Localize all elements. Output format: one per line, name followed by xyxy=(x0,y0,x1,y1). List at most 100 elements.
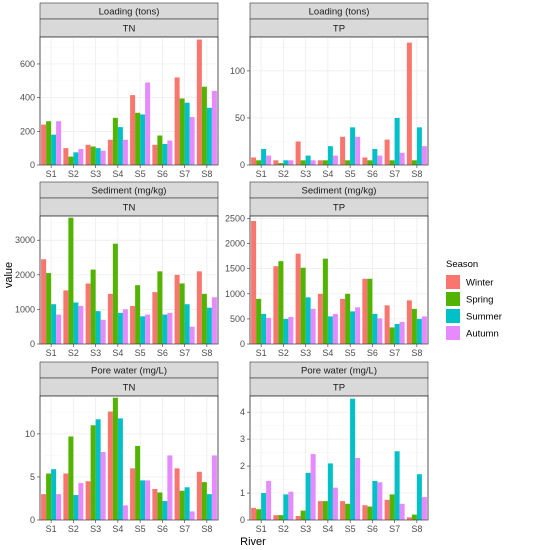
bar-winter xyxy=(406,42,412,165)
x-tick-label: S3 xyxy=(90,169,101,179)
x-tick-label: S8 xyxy=(201,169,212,179)
strip-row-label: Pore water (mg/L) xyxy=(301,366,377,377)
panel-background xyxy=(249,36,429,166)
bar-winter xyxy=(362,505,368,520)
bar-autumn xyxy=(78,149,84,165)
panel-border xyxy=(39,395,219,521)
y-tick-label: 1000 xyxy=(225,289,245,299)
bar-summer xyxy=(416,318,422,344)
bar-winter xyxy=(196,39,202,165)
y-tick-label: 0 xyxy=(30,160,35,170)
x-tick-label: S5 xyxy=(345,348,356,358)
bar-spring xyxy=(179,490,185,520)
bar-autumn xyxy=(122,309,128,344)
x-tick-label: S7 xyxy=(179,169,190,179)
bar-autumn xyxy=(266,155,272,165)
x-tick-label: S8 xyxy=(411,169,422,179)
bar-autumn xyxy=(310,160,316,165)
x-tick-label: S3 xyxy=(90,348,101,358)
y-tick-label: 0 xyxy=(30,515,35,525)
bar-spring xyxy=(389,494,395,520)
bar-summer xyxy=(305,472,311,520)
bar-autumn xyxy=(288,160,294,165)
bar-spring xyxy=(157,492,163,520)
bar-summer xyxy=(117,127,123,165)
bar-spring xyxy=(68,217,74,344)
bar-spring xyxy=(112,397,118,520)
bar-summer xyxy=(372,480,378,520)
bar-summer xyxy=(416,474,422,520)
bar-spring xyxy=(367,278,373,344)
bar-autumn xyxy=(145,314,151,344)
bar-autumn xyxy=(377,155,383,165)
x-tick-label: S1 xyxy=(256,348,267,358)
bar-winter xyxy=(107,411,113,520)
bar-summer xyxy=(261,493,267,520)
x-tick-label: S3 xyxy=(300,348,311,358)
x-tick-label: S1 xyxy=(46,169,57,179)
bar-winter xyxy=(152,144,158,165)
bar-autumn xyxy=(145,82,151,165)
bar-winter xyxy=(130,468,136,520)
x-tick-label: S2 xyxy=(68,169,79,179)
bar-winter xyxy=(85,144,91,165)
bar-autumn xyxy=(266,317,272,344)
bar-spring xyxy=(112,117,118,165)
bar-winter xyxy=(196,471,202,520)
bar-summer xyxy=(95,419,101,520)
bar-spring xyxy=(367,160,373,165)
x-tick-label: S3 xyxy=(90,524,101,534)
bar-autumn xyxy=(189,511,195,520)
bar-autumn xyxy=(211,90,217,165)
y-tick-label: 600 xyxy=(20,59,35,69)
bar-winter xyxy=(273,160,279,165)
bar-autumn xyxy=(332,313,338,344)
legend-label-summer: Summer xyxy=(466,312,502,323)
x-tick-label: S2 xyxy=(278,348,289,358)
y-tick-label: 400 xyxy=(20,93,35,103)
x-axis-title: River xyxy=(240,536,266,548)
legend-key-autumn xyxy=(446,326,460,340)
bar-autumn xyxy=(189,117,195,165)
bar-summer xyxy=(117,312,123,344)
panel-border xyxy=(39,215,219,345)
x-tick-label: S6 xyxy=(157,348,168,358)
strip-row-label: Pore water (mg/L) xyxy=(91,366,167,377)
x-tick-label: S5 xyxy=(345,169,356,179)
bar-autumn xyxy=(288,316,294,344)
bar-summer xyxy=(350,398,356,520)
bar-summer xyxy=(327,316,333,344)
bar-winter xyxy=(340,136,346,165)
x-tick-label: S8 xyxy=(201,348,212,358)
y-tick-label: 1 xyxy=(240,488,245,498)
bar-spring xyxy=(322,258,328,344)
bar-spring xyxy=(278,261,284,344)
bar-spring xyxy=(46,473,52,520)
bar-autumn xyxy=(100,319,106,344)
bar-summer xyxy=(73,302,79,344)
strip-col-label: TP xyxy=(333,203,345,214)
bar-spring xyxy=(179,98,185,165)
y-tick-label: 0 xyxy=(240,339,245,349)
bar-summer xyxy=(51,469,57,520)
x-tick-label: S2 xyxy=(278,169,289,179)
bar-summer xyxy=(184,102,190,165)
bar-winter xyxy=(174,468,180,520)
panel-1: Loading (tons) TN 0 200 400 600 S1 S2 S3 S4 S5 S6 S7… xyxy=(20,2,219,179)
bar-spring xyxy=(135,445,141,520)
bar-autumn xyxy=(211,455,217,520)
bar-spring xyxy=(201,293,207,344)
bar-autumn xyxy=(100,150,106,165)
bar-spring xyxy=(322,501,328,520)
bar-summer xyxy=(140,114,146,165)
x-tick-label: S1 xyxy=(46,524,57,534)
bar-winter xyxy=(362,278,368,344)
y-tick-label: 1000 xyxy=(15,304,35,314)
bar-summer xyxy=(305,155,311,165)
bar-autumn xyxy=(189,326,195,344)
bar-autumn xyxy=(399,321,405,344)
bar-autumn xyxy=(399,152,405,165)
bar-spring xyxy=(256,298,262,344)
bar-winter xyxy=(295,253,301,344)
x-tick-label: S6 xyxy=(367,348,378,358)
